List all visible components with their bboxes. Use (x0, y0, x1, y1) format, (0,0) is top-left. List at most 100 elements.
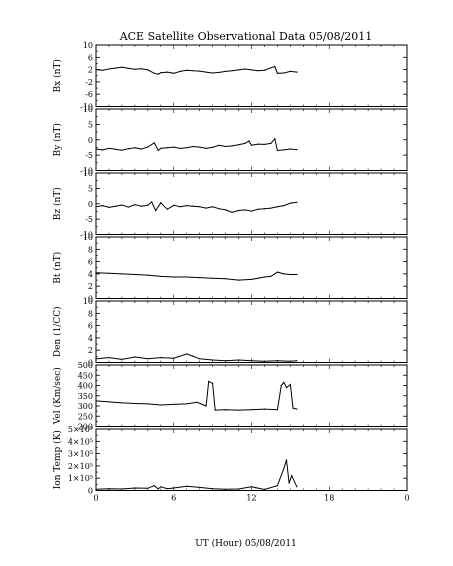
data-point (225, 145, 227, 148)
data-point (289, 148, 291, 150)
y-tick-label: -10 (80, 103, 93, 112)
data-point (114, 205, 116, 207)
data-point (263, 208, 266, 210)
data-point (121, 66, 123, 68)
x-tick-label: 12 (246, 494, 256, 503)
data-point (134, 147, 136, 149)
x-axis-label: UT (Hour) 05/08/2011 (195, 538, 297, 549)
panels: 10 6 2 -2 -6 -10 Bx (nT) 10 5 0 -5 -10 By (nT) 10 5 0 -5… (52, 41, 410, 503)
data-point (199, 486, 201, 488)
data-point (283, 467, 285, 469)
data-point (276, 360, 278, 362)
data-point (101, 205, 104, 207)
data-point (147, 146, 149, 148)
data-point (166, 147, 168, 149)
data-point (179, 147, 181, 149)
data-point (296, 273, 298, 276)
data-point (173, 146, 175, 148)
y-tick-label: 1×10⁵ (68, 474, 93, 483)
data-point (108, 401, 110, 403)
data-point (289, 70, 291, 72)
data-point (134, 204, 136, 206)
data-point (179, 70, 181, 72)
y-axis-label: Vel (Km/sec) (52, 367, 63, 425)
data-point (160, 275, 162, 277)
data-point (186, 403, 188, 405)
data-point (237, 359, 240, 361)
y-tick-label: 10 (83, 233, 93, 242)
data-point (270, 67, 272, 69)
data-point (134, 402, 136, 405)
data-point (108, 206, 110, 208)
data-point (231, 145, 233, 147)
y-tick-label: 2 (88, 66, 93, 75)
x-tick-label: 6 (171, 494, 176, 503)
y-tick-label: 5 (88, 120, 93, 129)
data-point (147, 274, 149, 276)
data-series-line (95, 380, 298, 411)
y-tick-label: 10 (83, 169, 93, 178)
panel-7: 5×10⁵ 4×10⁵ 3×10⁵ 2×10⁵ 1×10⁵ 0 Ion Temp (K) (52, 425, 408, 496)
data-point (212, 206, 214, 208)
y-tick-label: 350 (78, 392, 93, 401)
data-point (274, 65, 276, 68)
data-point (101, 149, 104, 151)
data-point (263, 276, 266, 278)
y-tick-label: 3×10⁵ (68, 450, 93, 459)
y-tick-label: 5 (88, 184, 93, 193)
data-point (257, 143, 259, 145)
data-point (186, 147, 188, 149)
data-point (276, 409, 278, 411)
data-point (205, 405, 207, 407)
data-point (263, 488, 266, 491)
data-point (225, 488, 227, 490)
data-point (244, 142, 246, 144)
y-tick-label: -5 (85, 215, 93, 224)
data-point (289, 360, 291, 362)
y-tick-label: 6 (88, 53, 93, 62)
data-point (276, 72, 278, 74)
data-point (121, 358, 123, 360)
data-point (225, 209, 227, 211)
data-point (192, 145, 194, 148)
data-series-line (95, 459, 298, 491)
data-point (140, 148, 142, 150)
data-point (283, 149, 285, 151)
data-point (237, 69, 240, 71)
data-point (257, 208, 259, 210)
data-point (121, 402, 123, 404)
data-point (212, 72, 214, 74)
data-series-line (95, 201, 297, 213)
data-point (151, 201, 153, 203)
panel-frame (95, 172, 408, 235)
data-point (173, 276, 175, 278)
panel-3: 10 5 0 -5 -10 Bz (nT) (52, 169, 408, 240)
data-point (186, 485, 188, 487)
data-point (250, 144, 253, 146)
data-point (166, 208, 168, 210)
panel-2: 10 5 0 -5 -10 By (nT) (52, 105, 408, 176)
y-tick-label: 6 (88, 258, 93, 267)
data-point (244, 68, 246, 70)
y-tick-label: 0 (88, 200, 93, 209)
y-tick-label: 2×10⁵ (68, 462, 93, 471)
data-point (192, 205, 194, 207)
data-point (173, 357, 175, 359)
data-point (257, 70, 259, 72)
data-point (263, 143, 266, 145)
data-point (199, 206, 201, 208)
data-point (179, 206, 181, 208)
data-point (134, 487, 136, 489)
data-point (95, 358, 97, 360)
data-point (212, 359, 214, 361)
data-point (283, 381, 285, 383)
data-point (285, 459, 288, 461)
data-point (237, 488, 240, 490)
data-point (95, 400, 97, 402)
data-point (231, 211, 233, 213)
y-tick-label: 450 (78, 371, 93, 380)
data-point (173, 487, 175, 489)
data-point (263, 69, 266, 71)
data-point (283, 72, 285, 74)
data-point (160, 357, 162, 359)
